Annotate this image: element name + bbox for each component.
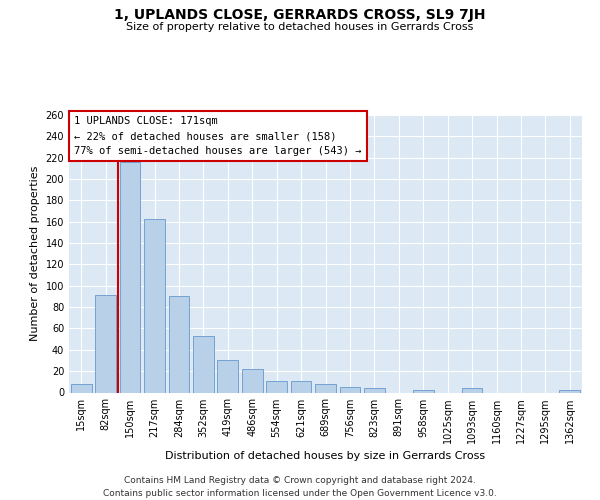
Text: 1 UPLANDS CLOSE: 171sqm
← 22% of detached houses are smaller (158)
77% of semi-d: 1 UPLANDS CLOSE: 171sqm ← 22% of detache…: [74, 116, 362, 156]
Bar: [217, 360, 238, 392]
Bar: [169, 296, 190, 392]
Bar: [266, 381, 287, 392]
Text: Size of property relative to detached houses in Gerrards Cross: Size of property relative to detached ho…: [127, 22, 473, 32]
Bar: [340, 387, 361, 392]
Y-axis label: Number of detached properties: Number of detached properties: [30, 166, 40, 342]
Bar: [559, 390, 580, 392]
Text: Contains HM Land Registry data © Crown copyright and database right 2024.: Contains HM Land Registry data © Crown c…: [124, 476, 476, 485]
Bar: [193, 336, 214, 392]
Bar: [364, 388, 385, 392]
Bar: [461, 388, 482, 392]
Bar: [144, 218, 165, 392]
X-axis label: Distribution of detached houses by size in Gerrards Cross: Distribution of detached houses by size …: [166, 452, 485, 462]
Bar: [290, 381, 311, 392]
Bar: [119, 162, 140, 392]
Text: Contains public sector information licensed under the Open Government Licence v3: Contains public sector information licen…: [103, 489, 497, 498]
Bar: [413, 390, 434, 392]
Bar: [95, 296, 116, 392]
Bar: [315, 384, 336, 392]
Text: 1, UPLANDS CLOSE, GERRARDS CROSS, SL9 7JH: 1, UPLANDS CLOSE, GERRARDS CROSS, SL9 7J…: [114, 8, 486, 22]
Bar: [71, 384, 92, 392]
Bar: [242, 369, 263, 392]
